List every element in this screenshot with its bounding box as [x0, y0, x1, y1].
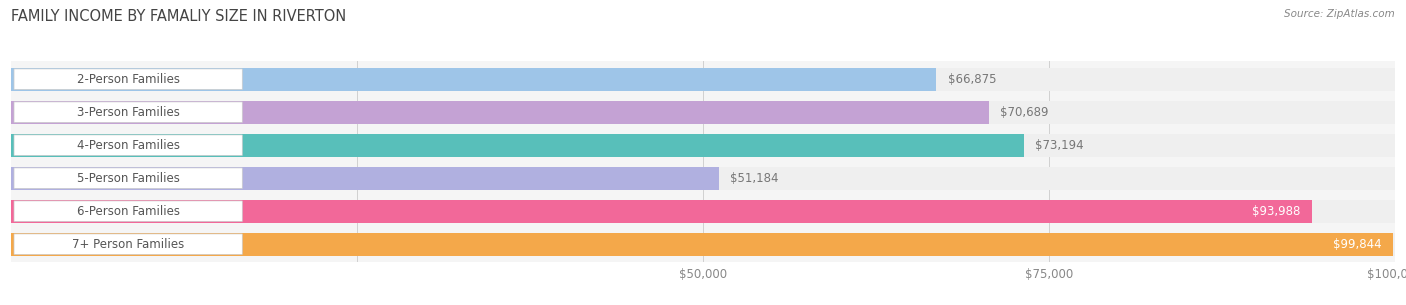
Text: $70,689: $70,689 — [1000, 106, 1049, 119]
Text: $66,875: $66,875 — [948, 73, 995, 86]
Text: 2-Person Families: 2-Person Families — [77, 73, 180, 86]
Text: 6-Person Families: 6-Person Families — [77, 205, 180, 218]
Bar — [11, 101, 1395, 124]
Text: Source: ZipAtlas.com: Source: ZipAtlas.com — [1284, 9, 1395, 19]
Bar — [11, 199, 1395, 223]
Text: 7+ Person Families: 7+ Person Families — [72, 238, 184, 251]
Text: 4-Person Families: 4-Person Families — [77, 139, 180, 152]
Text: 5-Person Families: 5-Person Families — [77, 172, 180, 185]
Bar — [11, 167, 1395, 190]
Bar — [11, 167, 720, 190]
FancyBboxPatch shape — [14, 168, 242, 188]
Bar — [11, 134, 1024, 157]
Bar — [11, 68, 1395, 91]
FancyBboxPatch shape — [14, 201, 242, 221]
Text: $51,184: $51,184 — [731, 172, 779, 185]
Text: $93,988: $93,988 — [1253, 205, 1301, 218]
Bar — [11, 68, 936, 91]
Bar — [11, 134, 1395, 157]
Bar — [11, 101, 990, 124]
Text: FAMILY INCOME BY FAMALIY SIZE IN RIVERTON: FAMILY INCOME BY FAMALIY SIZE IN RIVERTO… — [11, 9, 346, 24]
FancyBboxPatch shape — [14, 234, 242, 254]
Bar — [11, 233, 1395, 256]
FancyBboxPatch shape — [14, 135, 242, 155]
Bar — [11, 233, 1392, 256]
Text: $99,844: $99,844 — [1333, 238, 1382, 251]
Text: $73,194: $73,194 — [1035, 139, 1084, 152]
Text: 3-Person Families: 3-Person Families — [77, 106, 180, 119]
Bar — [11, 199, 1312, 223]
FancyBboxPatch shape — [14, 102, 242, 122]
FancyBboxPatch shape — [14, 69, 242, 89]
